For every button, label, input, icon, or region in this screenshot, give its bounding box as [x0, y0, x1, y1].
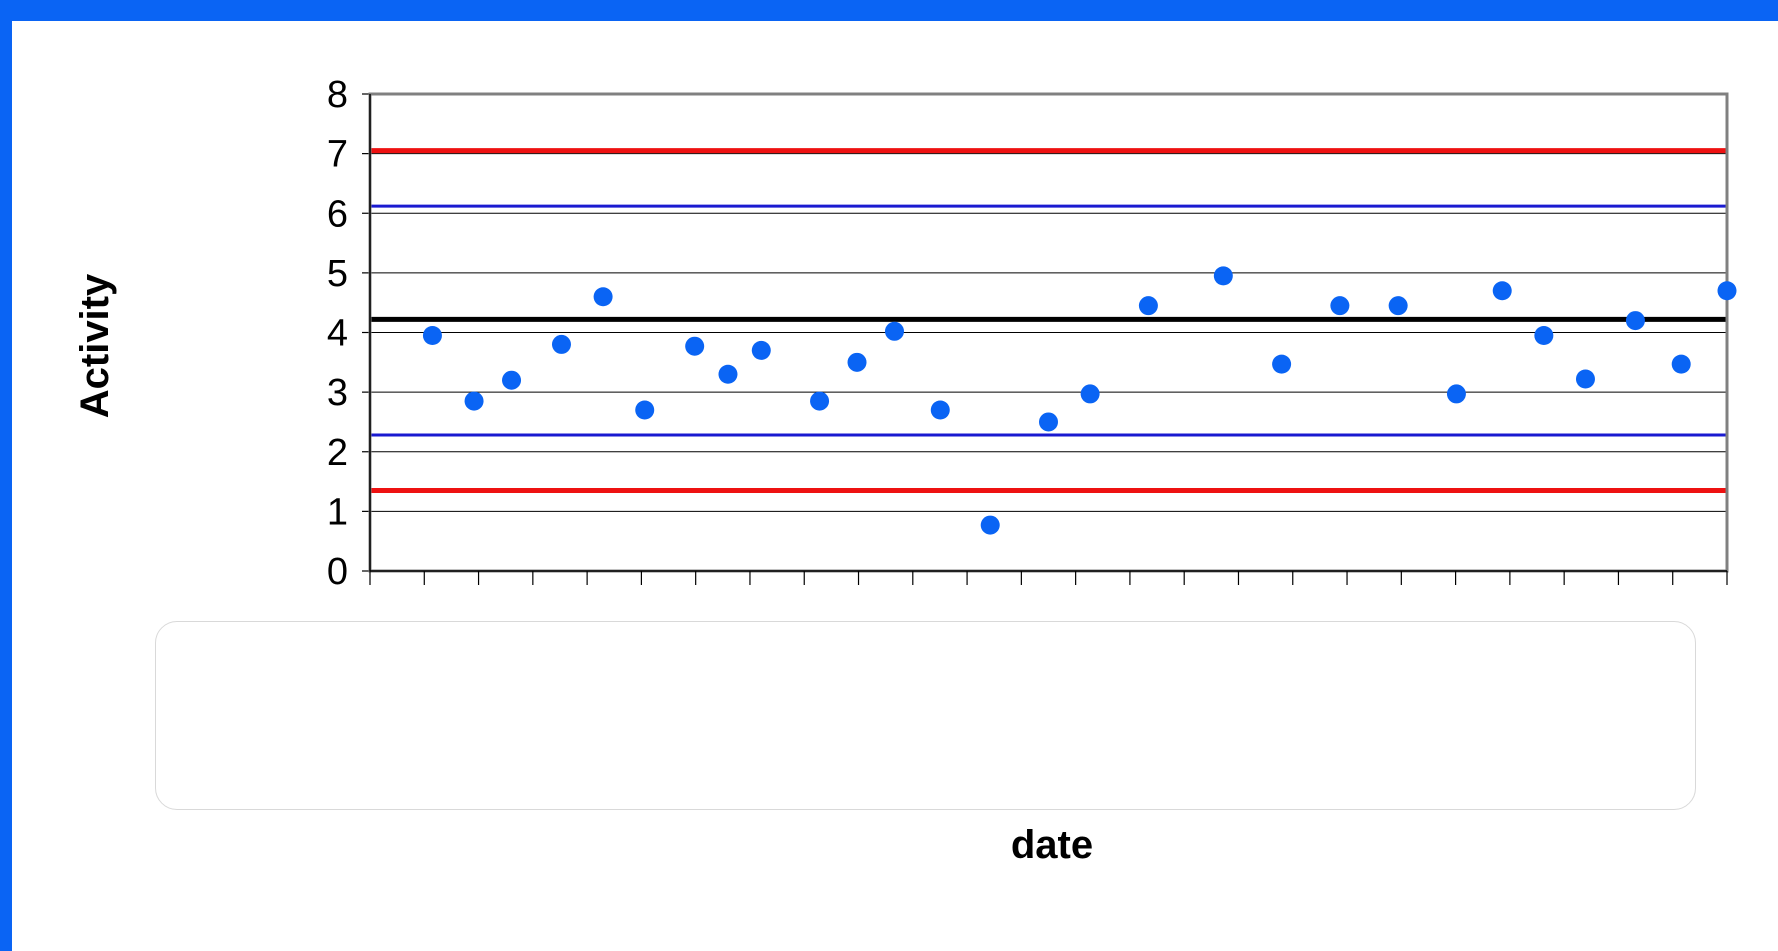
slide-frame: 0 1 2 3 4 5 6 7 8 Activity date: [12, 21, 1778, 951]
y-tick-label: 1: [327, 491, 348, 533]
data-point: [1138, 296, 1158, 316]
y-tick-label: 3: [327, 372, 348, 414]
data-point: [1575, 369, 1595, 389]
data-point: [718, 364, 738, 384]
y-tick-label: 5: [327, 253, 348, 295]
y-tick-label: 2: [327, 432, 348, 474]
x-axis-title: date: [1011, 823, 1093, 867]
data-point: [1330, 296, 1350, 316]
data-point: [1492, 281, 1512, 301]
data-point: [1080, 384, 1100, 404]
data-point: [1213, 266, 1233, 286]
data-point: [884, 321, 904, 341]
data-point: [980, 515, 1000, 535]
data-point: [847, 352, 867, 372]
data-point: [593, 287, 613, 307]
data-point: [1272, 354, 1292, 374]
y-tick-labels: 0 1 2 3 4 5 6 7 8: [327, 74, 348, 593]
data-point: [502, 370, 522, 390]
y-tick-label: 6: [327, 193, 348, 235]
data-point: [422, 325, 442, 345]
data-point: [551, 334, 571, 354]
data-point: [1446, 384, 1466, 404]
control-limit-lines: [370, 148, 1727, 494]
control-chart: 0 1 2 3 4 5 6 7 8 Activity date: [73, 74, 1737, 867]
data-point: [1625, 311, 1645, 331]
y-tick-label: 8: [327, 74, 348, 116]
data-point: [751, 340, 771, 360]
y-tick-label: 4: [327, 313, 348, 355]
data-points: [422, 266, 1737, 535]
y-tick-label: 0: [327, 551, 348, 593]
legend-box: [155, 621, 1696, 810]
y-axis-title: Activity: [73, 273, 117, 418]
data-point: [685, 336, 705, 356]
y-tick-label: 7: [327, 134, 348, 176]
data-point: [1039, 412, 1058, 432]
data-point: [1388, 296, 1408, 316]
data-point: [635, 400, 655, 420]
data-point: [464, 391, 484, 411]
data-point: [930, 400, 950, 420]
data-point: [810, 391, 830, 411]
data-point: [1671, 354, 1691, 374]
data-point: [1717, 281, 1737, 301]
grid-lines: [370, 93, 1727, 512]
data-point: [1534, 325, 1554, 345]
axes: [362, 92, 1729, 585]
